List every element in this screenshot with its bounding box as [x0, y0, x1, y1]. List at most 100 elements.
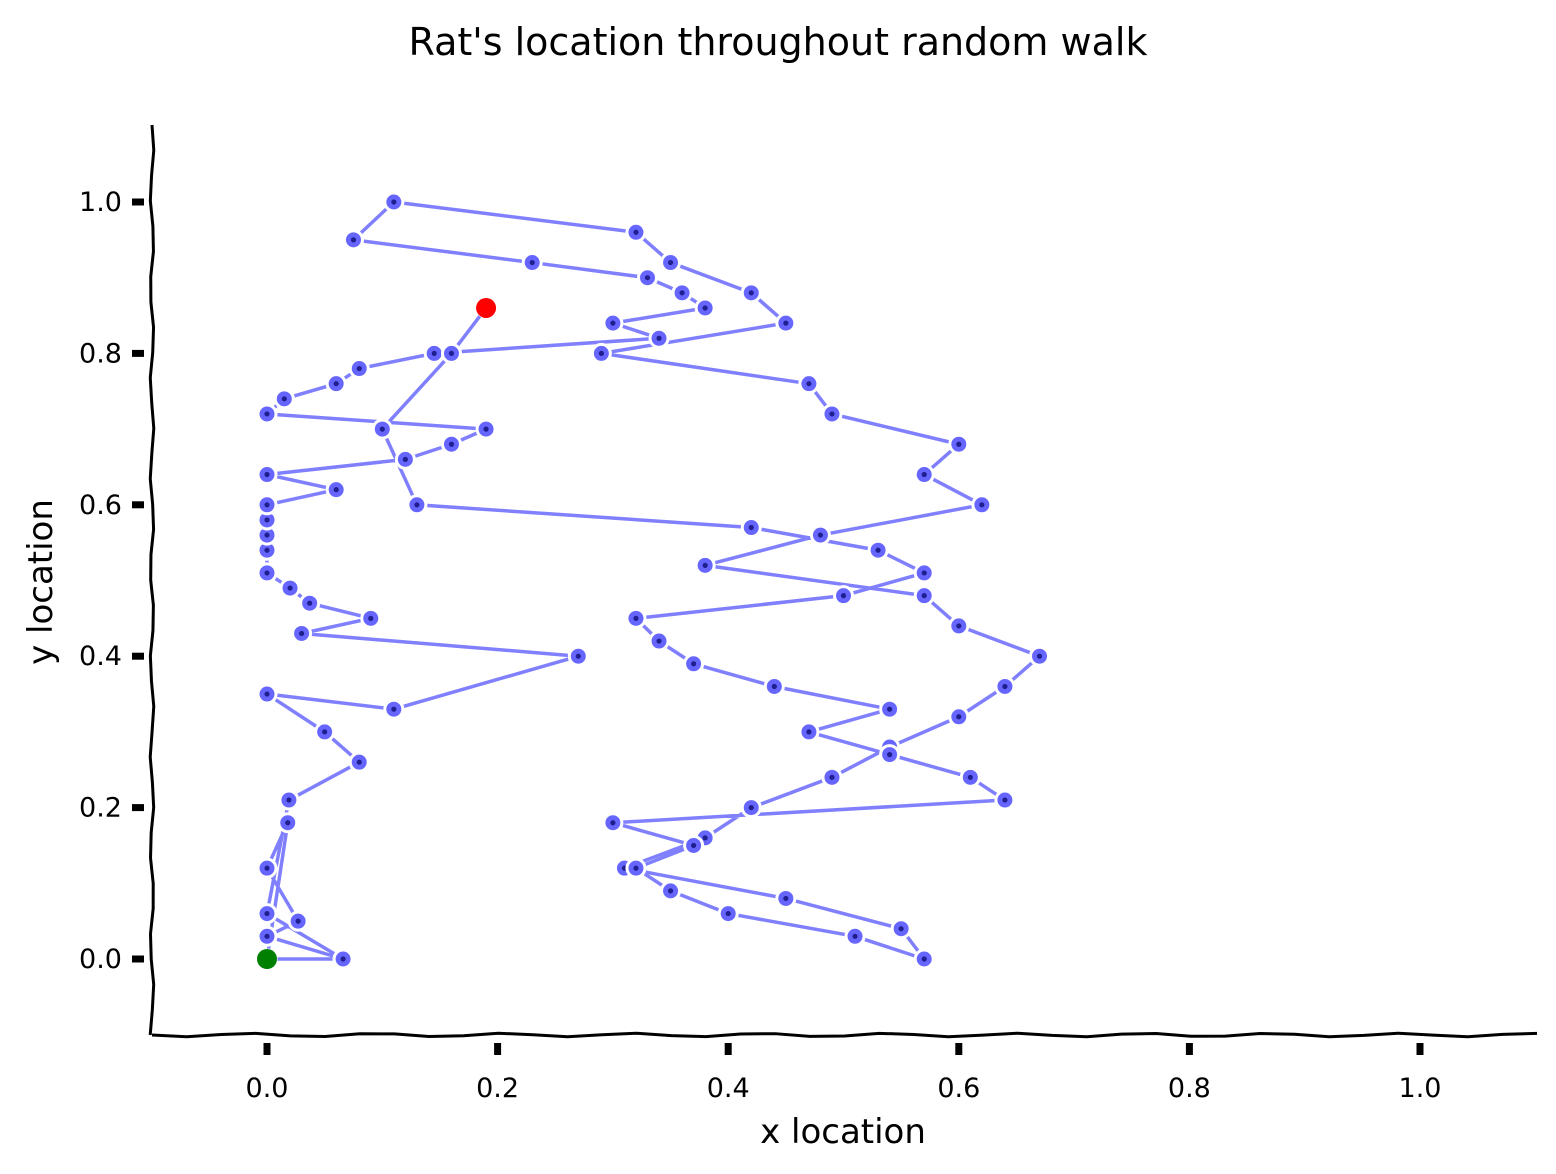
walk-point: [994, 789, 1016, 811]
walk-point: [360, 607, 382, 629]
walk-point: [256, 403, 278, 425]
walk-point: [671, 282, 693, 304]
walk-point: [879, 744, 901, 766]
walk-point-center: [725, 910, 731, 917]
walk-point: [844, 925, 866, 947]
walk-point-center: [264, 517, 270, 523]
walk-series-layer: [265, 200, 1042, 961]
walk-point: [625, 607, 647, 629]
walk-point: [740, 282, 762, 304]
walk-point-center: [264, 471, 270, 478]
walk-point-center: [667, 259, 674, 266]
walk-point-center: [656, 335, 662, 341]
walk-point-center: [356, 365, 362, 372]
walk-point-center: [414, 502, 420, 508]
walk-point-center: [333, 381, 339, 387]
walk-point-center: [771, 683, 777, 690]
chart-title: Rat's location throughout random walk: [409, 20, 1148, 64]
walk-point: [636, 267, 658, 289]
walk-point-center: [610, 820, 616, 826]
walk-point-center: [322, 729, 328, 735]
walk-point-center: [264, 570, 270, 576]
x-axis-ticks: 0.0 0.2 0.4 0.6 0.8 1.0: [246, 1043, 1441, 1104]
y-tick-label: 1.0: [79, 187, 122, 218]
walk-point-center: [956, 714, 962, 720]
walk-point-center: [679, 290, 685, 296]
walk-point-center: [431, 350, 437, 356]
walk-point-center: [448, 441, 455, 447]
y-axis-line: [148, 124, 156, 1036]
walk-point: [602, 812, 624, 834]
walk-point: [371, 418, 393, 440]
walk-point-center: [295, 918, 301, 924]
walk-point: [867, 539, 889, 561]
walk-point: [798, 373, 820, 395]
walk-point: [348, 751, 370, 773]
walk-point-center: [817, 532, 824, 538]
walk-point-center: [264, 691, 270, 697]
walk-marker-layer: [256, 191, 1051, 970]
walk-point: [971, 494, 993, 516]
walk-point-center: [610, 320, 616, 326]
walk-point-center: [921, 956, 927, 962]
walk-point-center: [1002, 683, 1008, 690]
walk-point-center: [956, 441, 962, 447]
walk-point-center: [806, 381, 812, 387]
walk-point: [256, 494, 278, 516]
walk-point-center: [368, 615, 374, 621]
x-axis-line: [151, 1031, 1538, 1039]
walk-point-center: [340, 956, 346, 962]
walk-point: [648, 630, 670, 652]
walk-point: [717, 903, 739, 925]
y-tick-label: 0.8: [79, 338, 122, 369]
y-tick-label: 0.0: [79, 944, 122, 975]
walk-point: [287, 910, 309, 932]
x-axis-label: x location: [760, 1112, 926, 1152]
walk-path-line: [265, 200, 1042, 961]
walk-point-center: [921, 471, 927, 478]
walk-point-center: [967, 774, 973, 780]
walk-point-center: [840, 593, 847, 599]
walk-point-center: [1002, 797, 1008, 803]
walk-point: [683, 653, 705, 675]
walk-point: [1029, 645, 1051, 667]
walk-point: [299, 592, 321, 614]
walk-point: [256, 562, 278, 584]
walk-point-center: [264, 411, 270, 417]
walk-point-center: [898, 926, 904, 932]
walk-point-center: [483, 426, 489, 432]
walk-point: [833, 585, 854, 607]
walk-point: [763, 675, 785, 697]
x-tick-label: 0.8: [1168, 1073, 1211, 1104]
walk-point-center: [852, 933, 858, 939]
walk-point-center: [887, 706, 893, 712]
walk-point: [256, 903, 278, 925]
start-point-marker: [257, 949, 277, 969]
walk-point-center: [529, 259, 535, 266]
walk-point: [278, 789, 300, 811]
walk-point-center: [333, 487, 339, 493]
walk-point: [821, 403, 843, 425]
walk-point-center: [748, 524, 754, 531]
walk-point: [683, 834, 705, 856]
x-tick-label: 0.4: [707, 1073, 750, 1104]
walk-point-center: [285, 820, 291, 826]
walk-point: [383, 698, 405, 720]
end-point-marker: [476, 297, 497, 318]
y-tick-label: 0.4: [79, 641, 122, 672]
walk-point-center: [264, 910, 270, 917]
walk-point: [890, 918, 912, 940]
walk-point: [798, 721, 820, 743]
walk-point: [325, 479, 347, 501]
walk-point: [406, 494, 428, 516]
walk-point-center: [402, 456, 408, 462]
walk-point-center: [633, 229, 639, 235]
walk-point: [648, 327, 670, 349]
walk-point: [423, 342, 445, 364]
walk-point: [383, 191, 405, 213]
walk-point: [332, 948, 354, 970]
walk-point: [521, 252, 543, 274]
walk-point: [256, 464, 278, 486]
walk-point: [913, 562, 935, 584]
walk-point: [740, 797, 762, 819]
